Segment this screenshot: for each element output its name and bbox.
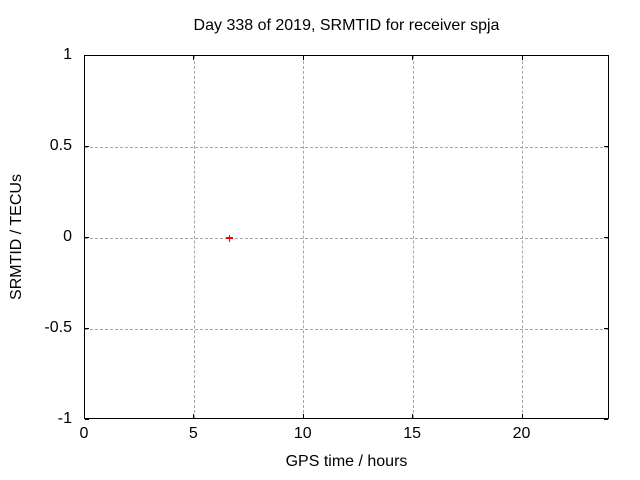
x-tick-mark-top — [84, 56, 85, 60]
y-tick-mark-left — [85, 146, 89, 147]
x-grid-line — [193, 56, 195, 418]
x-tick-mark-top — [521, 56, 523, 60]
x-tick-label: 10 — [293, 425, 312, 442]
y-grid-line — [85, 146, 608, 148]
y-tick-label: -1 — [57, 410, 72, 427]
x-tick-label: 0 — [79, 425, 89, 442]
y-tick-mark-right — [604, 419, 608, 420]
x-tick-label: 15 — [403, 425, 422, 442]
y-tick-mark-left — [85, 328, 89, 329]
x-tick-label: 5 — [188, 425, 198, 442]
plot-area — [84, 55, 609, 420]
x-grid-line — [522, 56, 523, 418]
y-tick-mark-right — [604, 146, 608, 147]
x-tick-mark-bottom — [84, 414, 85, 418]
y-tick-mark-left — [85, 237, 89, 238]
y-tick-label: 0 — [63, 228, 72, 245]
x-tick-label: 20 — [512, 425, 531, 442]
y-tick-mark-right — [604, 55, 608, 56]
x-grid-line — [303, 56, 305, 418]
y-tick-label: 0.5 — [49, 137, 72, 154]
x-tick-mark-top — [412, 56, 414, 60]
y-tick-mark-right — [604, 237, 608, 238]
x-tick-mark-top — [193, 56, 195, 60]
y-grid-line — [85, 237, 608, 239]
x-axis-label: GPS time / hours — [285, 453, 408, 470]
x-tick-mark-top — [302, 56, 304, 60]
x-tick-mark-bottom — [412, 414, 414, 418]
x-tick-mark-bottom — [302, 414, 304, 418]
y-tick-label: 1 — [63, 46, 72, 63]
y-tick-mark-right — [604, 328, 608, 329]
chart-title: Day 338 of 2019, SRMTID for receiver spj… — [193, 17, 500, 34]
x-grid-line — [412, 56, 414, 418]
data-point-marker — [225, 234, 233, 242]
x-tick-mark-bottom — [193, 414, 195, 418]
x-tick-mark-bottom — [521, 414, 523, 418]
y-tick-label: -0.5 — [44, 319, 72, 336]
y-tick-mark-left — [85, 419, 89, 420]
marker-vertical-bar — [228, 234, 231, 242]
y-tick-mark-left — [85, 55, 89, 56]
y-grid-line — [85, 328, 608, 330]
